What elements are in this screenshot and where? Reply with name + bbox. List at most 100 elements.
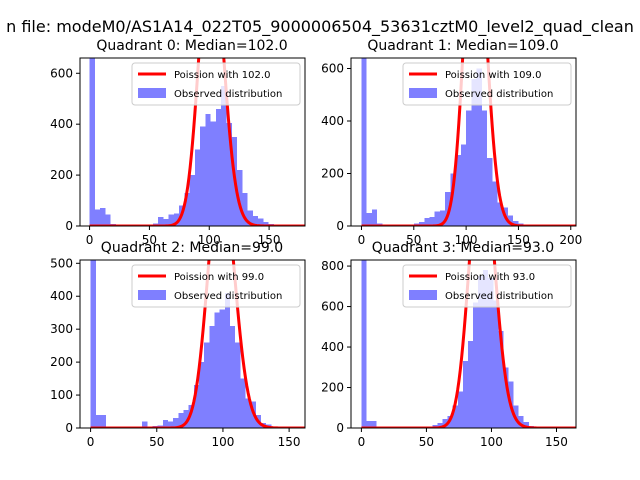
y-tick-label: 100 [50,388,73,402]
histogram-bar [507,215,514,226]
histogram-bar [445,191,451,226]
legend-frame [402,62,572,106]
histogram-bar [163,218,169,226]
figure-suptitle: n file: modeM0/AS1A14_022T05_9000006504_… [6,17,634,37]
axes-frame [350,259,577,429]
x-tick-label: 100 [455,233,478,247]
legend-observed-label: Observed distribution [445,291,553,302]
histogram-bar [361,58,367,226]
histogram-bar [523,421,529,428]
poisson-line [90,260,305,428]
histogram-bar [100,208,106,226]
x-tick-label: 200 [559,233,582,247]
histogram-bar [455,155,461,226]
legend-frame [131,264,301,308]
histogram-bar [492,181,498,226]
histogram-bar [100,414,107,428]
panel-quadrant-2: 0 50 100 150 0 100 200 300 400 500 Poission with 9… [50,240,306,449]
histogram-bar [462,361,468,428]
panel-quadrant-1: 0 50 100 150 200 0 200 400 600 Poission with 109.… [321,38,582,247]
legend: Poission with 109.0 Observed distribution [402,62,572,106]
panel-title: Quadrant 2: Median=99.0 [101,240,283,256]
histogram-bar [94,209,101,226]
histogram-bar [460,144,467,226]
legend-observed-swatch [138,88,166,98]
x-tick-label: 100 [480,435,503,449]
histogram-bar [178,413,184,428]
histogram-bar [89,58,95,226]
histogram-bar [483,270,489,428]
histogram-bar [471,79,477,226]
y-tick-label: 400 [321,340,344,354]
histogram-bar [467,340,473,428]
y-tick-label: 800 [321,259,344,273]
panel-title: Quadrant 1: Median=109.0 [367,38,558,54]
panel-title: Quadrant 0: Median=102.0 [96,38,287,54]
y-tick-label: 600 [321,300,344,314]
y-tick-label: 0 [65,219,73,233]
histogram-bar [487,157,493,226]
x-tick-label: 50 [149,435,164,449]
x-tick-label: 100 [211,435,234,449]
histogram-bar [518,415,524,428]
histogram-bar [429,216,435,226]
histogram-bar [200,126,206,226]
y-tick-label: 500 [50,256,73,270]
y-tick-label: 200 [50,355,73,369]
histogram-bar [193,385,199,428]
histogram-bar [476,68,482,226]
histogram-bar [478,276,484,428]
legend-observed-swatch [409,88,437,98]
histogram-bar [457,391,463,428]
y-tick-label: 200 [321,167,344,181]
histogram-bar [434,211,440,226]
histogram-bar [245,398,251,428]
x-tick-label: 0 [358,435,366,449]
histogram-bar [215,108,222,226]
legend-observed-label: Observed distribution [174,291,282,302]
histogram-bar [204,342,210,428]
legend-poisson-label: Poission with 109.0 [445,70,541,81]
histogram-bar [513,220,519,226]
histogram-bar [162,419,169,428]
x-tick-label: 100 [198,233,221,247]
histogram-bar [183,409,189,428]
histogram-bar [439,210,446,226]
legend-poisson-label: Poission with 93.0 [445,272,535,283]
histogram-bar [188,404,194,428]
histogram-bar [497,202,503,226]
histogram-bar [361,260,367,428]
histogram-bar [452,405,458,428]
histogram-bar [450,173,456,226]
histogram-bar [209,325,215,428]
x-tick-label: 150 [278,435,301,449]
histogram-bar [90,260,96,428]
panel-quadrant-3: 0 50 100 150 0 200 400 600 800 Poission with 93.0… [321,240,577,449]
histogram-bar [481,110,488,226]
histogram-bar [235,342,241,428]
plot-area [361,58,576,226]
histogram-bar [219,309,225,428]
y-tick-label: 400 [50,117,73,131]
legend-frame [131,62,301,106]
panel-quadrant-0: 0 50 100 150 0 200 400 600 Poission with 102.0 Ob… [50,38,306,247]
histogram-bar [242,192,248,226]
y-tick-label: 600 [50,66,73,80]
x-tick-label: 50 [419,435,434,449]
legend-observed-label: Observed distribution [174,89,282,100]
histogram-bar [252,215,259,226]
y-tick-label: 0 [336,421,344,435]
histogram-bar [371,420,377,428]
histogram-bar [493,300,499,428]
histogram-bar [237,170,243,226]
y-tick-label: 400 [321,114,344,128]
histogram-bar [240,378,246,428]
x-tick-label: 0 [358,233,366,247]
histogram-bar [214,312,220,428]
legend-poisson-label: Poission with 102.0 [174,70,270,81]
histogram-bar [105,214,111,226]
histogram-bar [194,149,201,226]
histogram-bar [224,292,230,428]
histogram-bar [419,222,425,226]
histogram-bar [366,420,372,428]
